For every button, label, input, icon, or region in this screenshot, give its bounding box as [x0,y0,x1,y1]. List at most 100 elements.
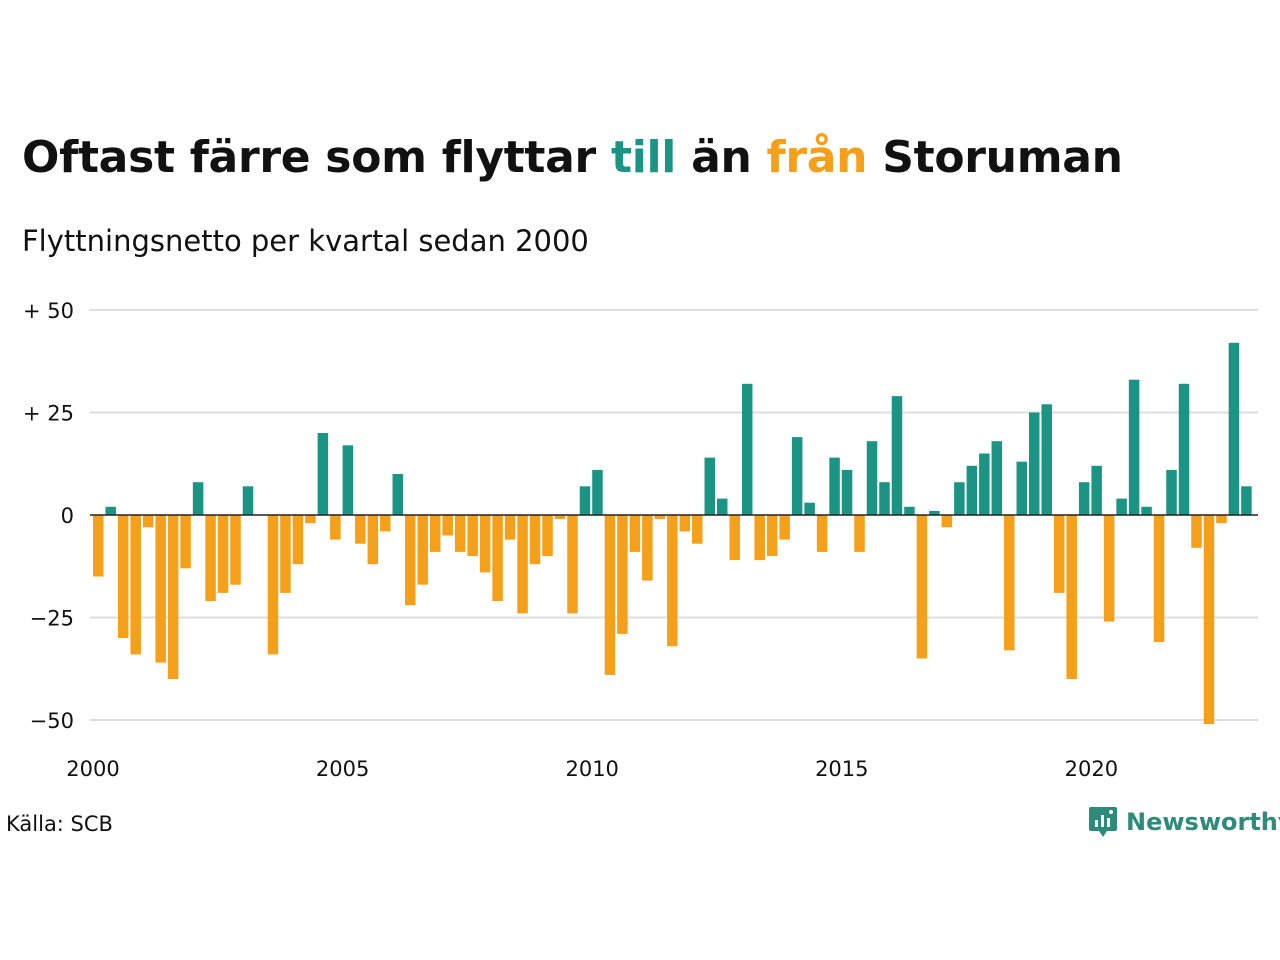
bar [654,515,666,520]
bar [417,515,428,585]
bar [729,515,740,561]
bar [879,482,890,515]
bar [629,515,641,552]
bar [1153,515,1165,643]
brand-name: Newsworthy [1126,808,1280,836]
bar [1241,486,1252,515]
y-tick-label: −25 [30,607,74,631]
bar [804,502,815,515]
bar [829,457,840,515]
bar [667,515,678,647]
source-label: Källa: SCB [6,812,113,836]
title-part-3: Storuman [867,132,1123,183]
bar [529,515,541,565]
bar [617,515,628,634]
bar [1216,515,1227,524]
bar [180,515,191,569]
newsworthy-logo[interactable]: Newsworthy [1088,805,1280,839]
bar [579,486,591,515]
bar [692,515,703,544]
bar [929,510,940,515]
bar [1141,506,1152,515]
x-tick-label: 2020 [1065,757,1118,781]
bar [1128,379,1140,515]
bar [267,515,279,655]
bar [1178,383,1190,515]
bar [142,515,154,528]
bar [467,515,478,556]
bar [317,433,329,515]
x-tick-label: 2015 [815,757,868,781]
bar [866,441,878,515]
x-tick-label: 2005 [316,757,369,781]
x-tick-label: 2000 [66,757,119,781]
bar [167,515,179,679]
bar [330,515,341,540]
bar [1191,515,1202,548]
bar [741,383,753,515]
bar [1004,515,1015,651]
bar [504,515,516,540]
y-tick-label: 0 [61,504,74,528]
bar [542,515,553,556]
bar [1029,412,1040,515]
bar [1228,342,1240,515]
bar [954,482,965,515]
axis-layer: + 50 + 25 0 −25 −50 2000 2005 2010 2015 2020 [23,299,1258,781]
title-part-1: Oftast färre som flyttar [22,132,611,183]
bar [105,506,116,515]
bar [280,515,291,593]
bar [93,515,104,577]
bar [679,515,691,532]
bar [380,515,391,532]
bar [916,515,928,659]
bar [592,469,603,515]
bar [230,515,241,585]
title-part-2: än [676,132,767,183]
bar [155,515,166,663]
bar [1053,515,1065,593]
bar [292,515,304,565]
bar [779,515,790,540]
chart-subtitle: Flyttningsnetto per kvartal sedan 2000 [22,224,589,258]
bar [454,515,466,552]
bar [392,474,404,515]
bar [941,515,953,528]
bar [904,506,915,515]
bar [754,515,765,561]
bar [442,515,453,536]
bar [492,515,503,602]
bar [405,515,416,606]
bar [1203,515,1215,725]
bar [717,498,728,515]
bar [979,453,990,515]
bar [991,441,1003,515]
bar [1078,482,1090,515]
bar [479,515,491,573]
bar [1091,465,1102,515]
y-tick-label: + 25 [23,402,74,426]
bar [816,515,828,552]
bar [192,482,204,515]
bar [367,515,379,565]
bar [1066,515,1077,679]
y-tick-label: + 50 [23,299,74,323]
y-tick-label: −50 [30,709,74,733]
bar [429,515,441,552]
title-highlight-fran: från [766,132,868,183]
bar [242,486,254,515]
bar [604,515,616,675]
bar [966,465,978,515]
bar [854,515,865,552]
bar [517,515,528,614]
bar [841,469,853,515]
bar [791,437,803,515]
bar [355,515,366,544]
bar [1116,498,1127,515]
bar [642,515,653,581]
bar [567,515,578,614]
bar [305,515,316,524]
bar [342,445,354,515]
bar-layer [93,342,1252,725]
bar [704,457,716,515]
